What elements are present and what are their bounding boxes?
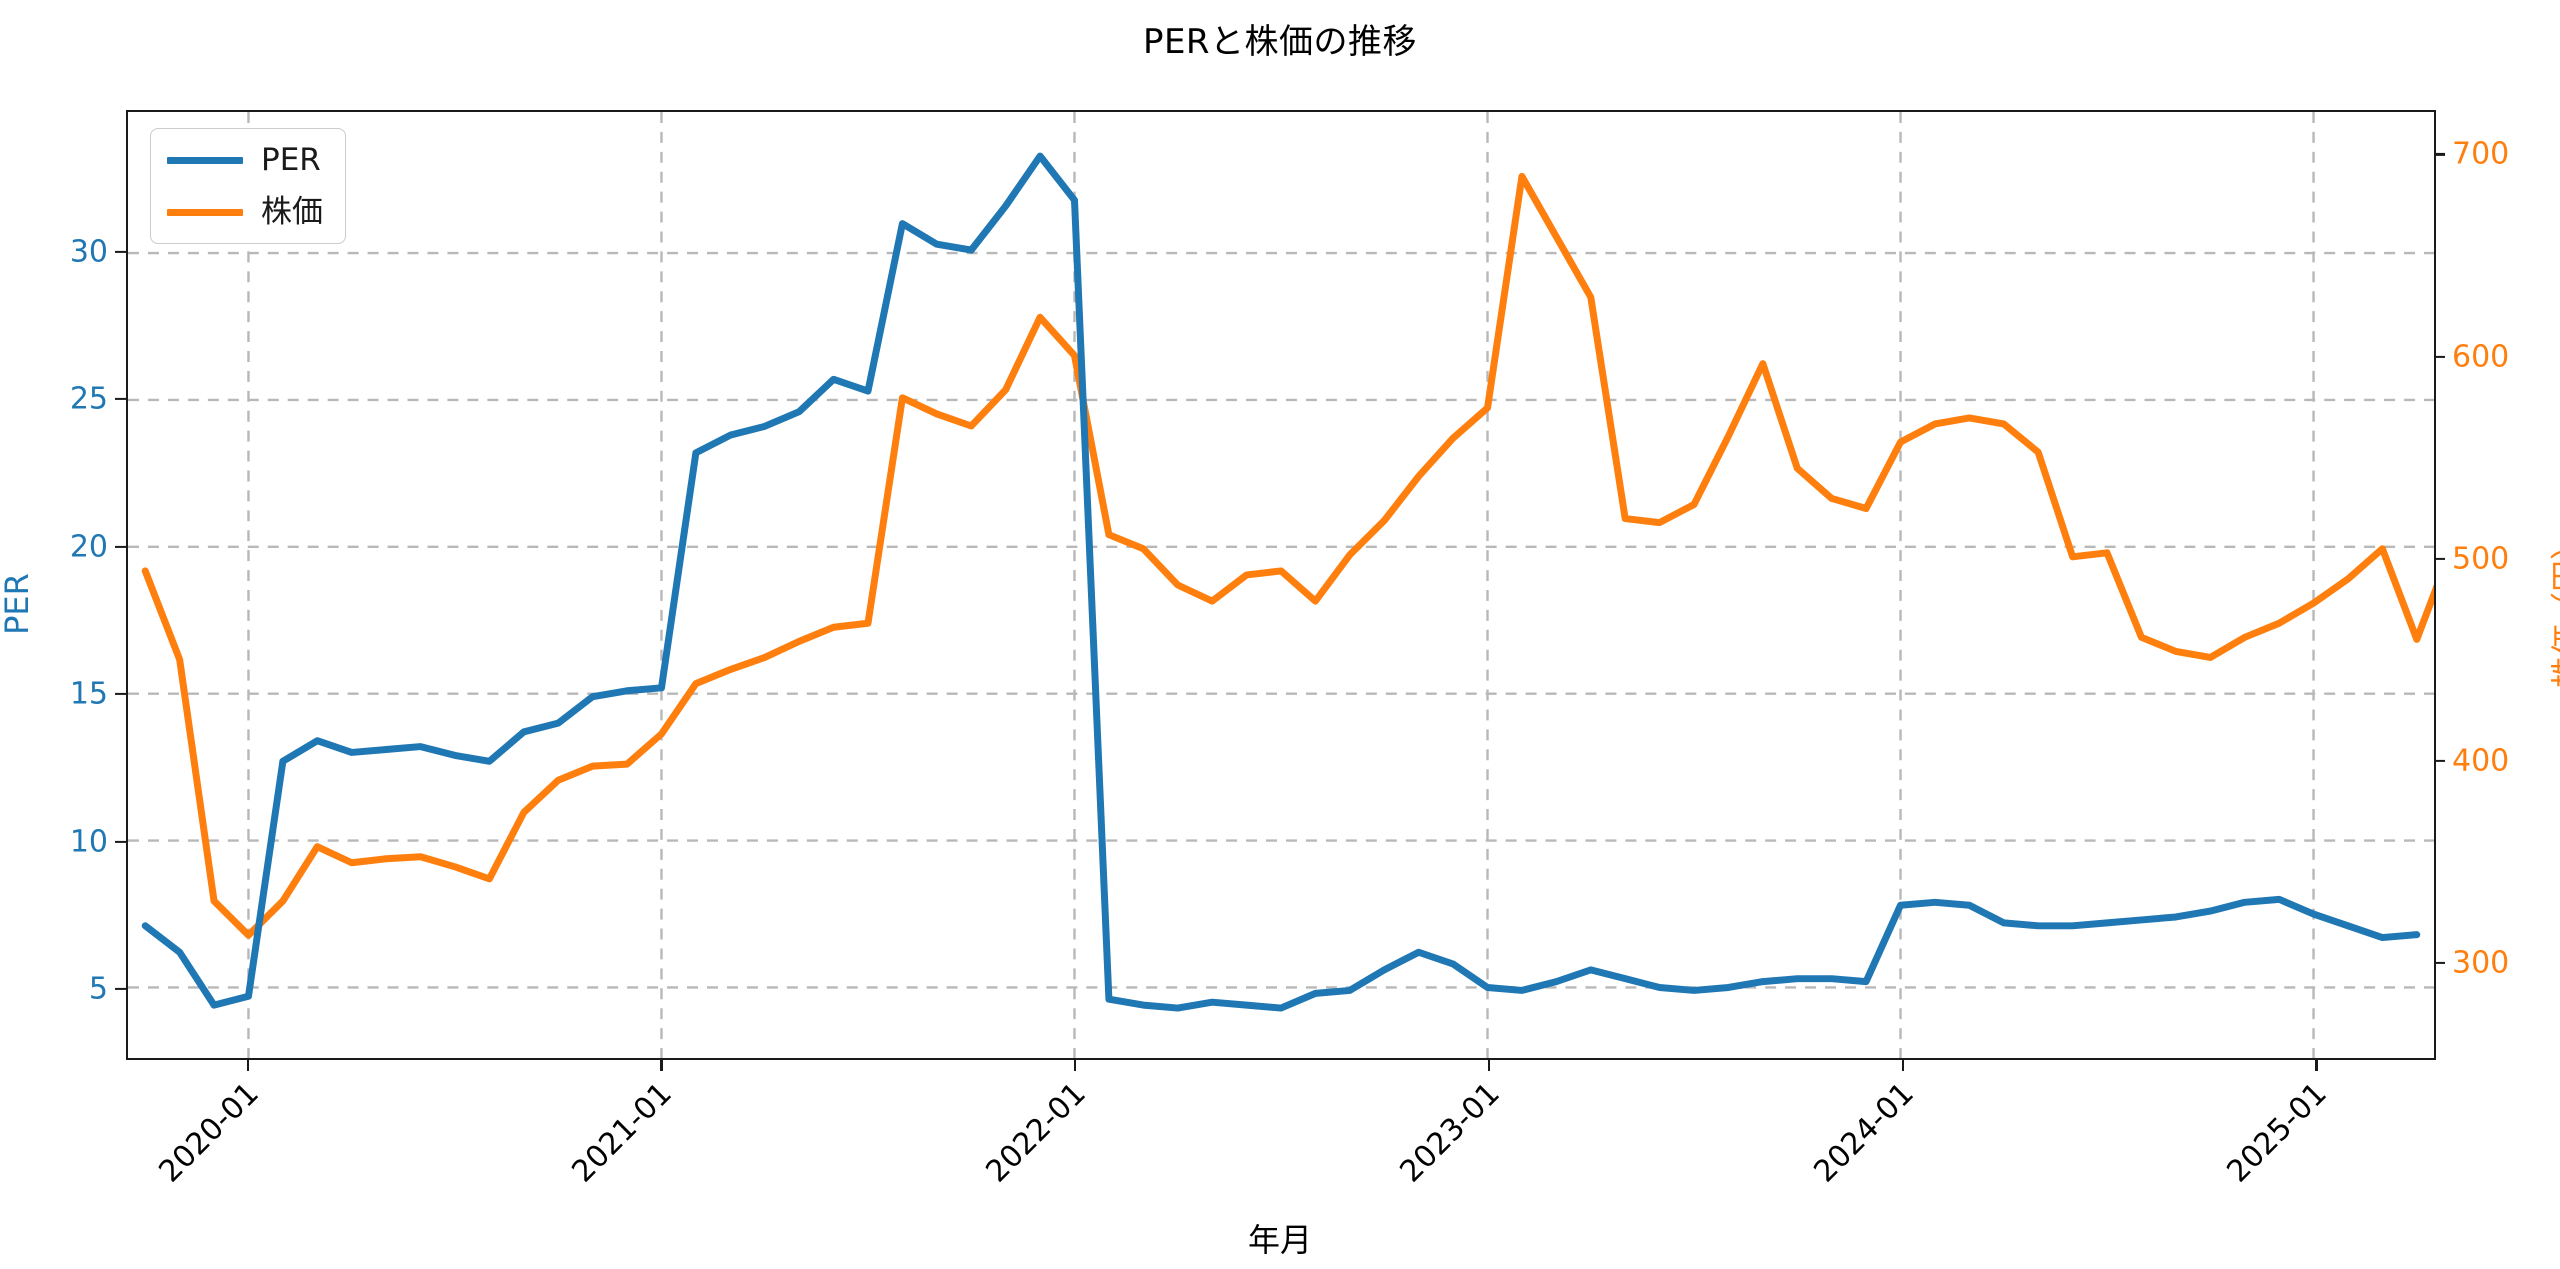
y-axis-right-tick-label: 700	[2452, 136, 2510, 172]
y-axis-left-tick-label: 10	[69, 824, 108, 860]
y-axis-right-label: 株価（円）	[2548, 527, 2560, 689]
y-axis-right-tick-label: 400	[2452, 743, 2510, 779]
y-axis-right-tick-label: 300	[2452, 945, 2510, 981]
x-axis-tick-label: 2021-01	[565, 1076, 680, 1190]
y-axis-right-tick-mark	[2434, 557, 2445, 560]
legend-swatch-kabuka	[167, 208, 243, 216]
legend-label-per: PER	[261, 141, 321, 178]
y-axis-left-tick-mark	[115, 398, 126, 401]
legend-item-kabuka: 株価	[167, 193, 323, 231]
y-axis-right-tick-mark	[2434, 759, 2445, 762]
y-axis-right-tick-mark	[2434, 961, 2445, 965]
y-axis-left-tick-mark	[115, 840, 126, 843]
y-axis-left-tick-label: 30	[69, 234, 108, 270]
y-axis-right-tick-label: 600	[2452, 339, 2510, 375]
series-lines	[141, 152, 2434, 1012]
y-axis-left-tick-label: 5	[88, 971, 108, 1007]
chart-legend: PER 株価	[150, 128, 346, 244]
legend-swatch-per	[167, 156, 243, 164]
y-axis-left-tick-label: 20	[69, 529, 108, 565]
y-axis-right-tick-mark	[2434, 153, 2445, 156]
y-axis-left-tick-label: 25	[69, 381, 108, 417]
x-axis-label: 年月	[1247, 1221, 1312, 1259]
x-axis-tick-mark	[660, 1060, 663, 1071]
y-axis-left-tick-mark	[115, 250, 126, 253]
y-axis-right-tick-mark	[2434, 355, 2445, 358]
x-axis-tick-mark	[2315, 1060, 2318, 1071]
y-axis-right-tick-label: 500	[2452, 541, 2510, 577]
legend-label-kabuka: 株価	[261, 193, 323, 230]
y-axis-left-tick-label: 15	[69, 676, 108, 712]
y-axis-left-tick-mark	[115, 988, 126, 991]
x-axis-tick-mark	[246, 1060, 249, 1071]
x-axis-tick-mark	[1901, 1060, 1904, 1071]
x-axis-tick-label: 2023-01	[1393, 1076, 1507, 1190]
plot-area	[126, 110, 2436, 1060]
x-axis-tick-label: 2024-01	[1806, 1076, 1921, 1190]
x-axis-tick-label: 2025-01	[2220, 1076, 2335, 1190]
chart-title: PERと株価の推移	[1142, 22, 1418, 62]
x-axis-tick-label: 2022-01	[979, 1076, 1093, 1190]
x-axis-tick-mark	[1074, 1060, 1077, 1071]
x-axis-tick-mark	[1487, 1060, 1491, 1071]
legend-item-per: PER	[167, 141, 323, 179]
y-axis-left-label: PER	[0, 573, 36, 635]
x-axis-tick-label: 2020-01	[152, 1076, 266, 1190]
y-axis-left-tick-mark	[115, 693, 126, 696]
y-axis-left-tick-mark	[115, 545, 126, 548]
